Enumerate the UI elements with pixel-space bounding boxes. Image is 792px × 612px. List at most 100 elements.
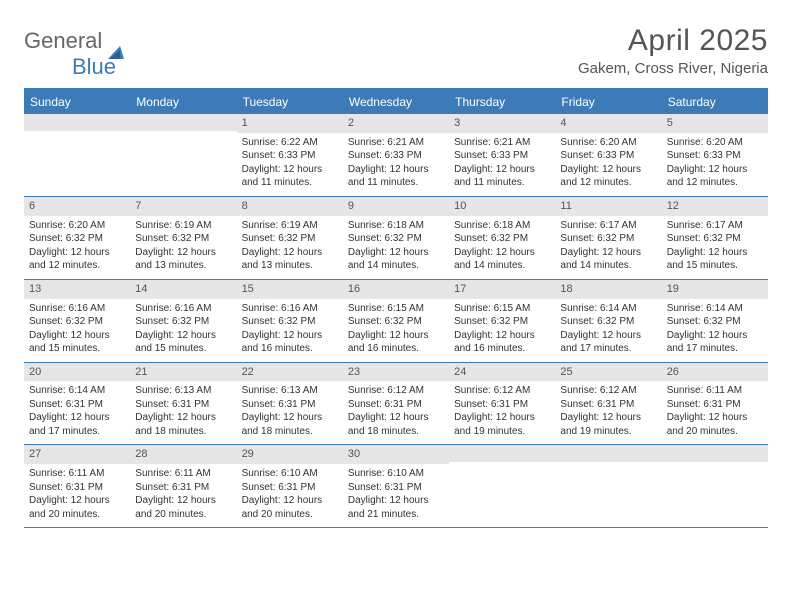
sunset-text: Sunset: 6:32 PM xyxy=(135,232,231,246)
sunset-text: Sunset: 6:32 PM xyxy=(242,232,338,246)
day-number: 3 xyxy=(449,114,555,133)
day-number: 14 xyxy=(130,280,236,299)
day-cell: 28Sunrise: 6:11 AMSunset: 6:31 PMDayligh… xyxy=(130,445,236,527)
day-details: Sunrise: 6:15 AMSunset: 6:32 PMDaylight:… xyxy=(449,299,555,362)
sunset-text: Sunset: 6:32 PM xyxy=(348,315,444,329)
sunrise-text: Sunrise: 6:12 AM xyxy=(454,384,550,398)
daylight-text: Daylight: 12 hours and 12 minutes. xyxy=(560,163,656,190)
day-number: 13 xyxy=(24,280,130,299)
weekday-header: Sunday xyxy=(24,90,130,114)
daylight-text: Daylight: 12 hours and 12 minutes. xyxy=(29,246,125,273)
day-number: 10 xyxy=(449,197,555,216)
sunrise-text: Sunrise: 6:16 AM xyxy=(135,302,231,316)
day-number: 22 xyxy=(237,363,343,382)
sunrise-text: Sunrise: 6:17 AM xyxy=(560,219,656,233)
daylight-text: Daylight: 12 hours and 19 minutes. xyxy=(560,411,656,438)
daylight-text: Daylight: 12 hours and 13 minutes. xyxy=(135,246,231,273)
day-number: 21 xyxy=(130,363,236,382)
day-number: 7 xyxy=(130,197,236,216)
sunset-text: Sunset: 6:33 PM xyxy=(348,149,444,163)
day-details: Sunrise: 6:16 AMSunset: 6:32 PMDaylight:… xyxy=(237,299,343,362)
calendar-week: 27Sunrise: 6:11 AMSunset: 6:31 PMDayligh… xyxy=(24,445,768,528)
day-number: 19 xyxy=(662,280,768,299)
daylight-text: Daylight: 12 hours and 11 minutes. xyxy=(242,163,338,190)
day-number xyxy=(662,445,768,462)
day-cell: 2Sunrise: 6:21 AMSunset: 6:33 PMDaylight… xyxy=(343,114,449,196)
day-cell: 5Sunrise: 6:20 AMSunset: 6:33 PMDaylight… xyxy=(662,114,768,196)
calendar-grid: SundayMondayTuesdayWednesdayThursdayFrid… xyxy=(24,88,768,528)
day-number: 23 xyxy=(343,363,449,382)
sunset-text: Sunset: 6:31 PM xyxy=(454,398,550,412)
day-details: Sunrise: 6:16 AMSunset: 6:32 PMDaylight:… xyxy=(130,299,236,362)
daylight-text: Daylight: 12 hours and 20 minutes. xyxy=(29,494,125,521)
daylight-text: Daylight: 12 hours and 17 minutes. xyxy=(29,411,125,438)
daylight-text: Daylight: 12 hours and 11 minutes. xyxy=(348,163,444,190)
day-cell: 19Sunrise: 6:14 AMSunset: 6:32 PMDayligh… xyxy=(662,280,768,362)
day-cell: 10Sunrise: 6:18 AMSunset: 6:32 PMDayligh… xyxy=(449,197,555,279)
day-details: Sunrise: 6:11 AMSunset: 6:31 PMDaylight:… xyxy=(130,464,236,527)
sunrise-text: Sunrise: 6:15 AM xyxy=(454,302,550,316)
day-details: Sunrise: 6:14 AMSunset: 6:32 PMDaylight:… xyxy=(555,299,661,362)
day-number xyxy=(555,445,661,462)
day-cell: 1Sunrise: 6:22 AMSunset: 6:33 PMDaylight… xyxy=(237,114,343,196)
sunset-text: Sunset: 6:31 PM xyxy=(29,481,125,495)
day-details: Sunrise: 6:17 AMSunset: 6:32 PMDaylight:… xyxy=(662,216,768,279)
day-details: Sunrise: 6:20 AMSunset: 6:32 PMDaylight:… xyxy=(24,216,130,279)
day-details: Sunrise: 6:18 AMSunset: 6:32 PMDaylight:… xyxy=(449,216,555,279)
sunrise-text: Sunrise: 6:15 AM xyxy=(348,302,444,316)
daylight-text: Daylight: 12 hours and 17 minutes. xyxy=(560,329,656,356)
day-number: 15 xyxy=(237,280,343,299)
sunset-text: Sunset: 6:33 PM xyxy=(454,149,550,163)
daylight-text: Daylight: 12 hours and 19 minutes. xyxy=(454,411,550,438)
day-details: Sunrise: 6:16 AMSunset: 6:32 PMDaylight:… xyxy=(24,299,130,362)
day-cell: 21Sunrise: 6:13 AMSunset: 6:31 PMDayligh… xyxy=(130,363,236,445)
sunrise-text: Sunrise: 6:14 AM xyxy=(29,384,125,398)
calendar-week: 6Sunrise: 6:20 AMSunset: 6:32 PMDaylight… xyxy=(24,197,768,280)
sunset-text: Sunset: 6:31 PM xyxy=(135,481,231,495)
day-cell: 6Sunrise: 6:20 AMSunset: 6:32 PMDaylight… xyxy=(24,197,130,279)
day-cell: 20Sunrise: 6:14 AMSunset: 6:31 PMDayligh… xyxy=(24,363,130,445)
daylight-text: Daylight: 12 hours and 15 minutes. xyxy=(135,329,231,356)
day-details: Sunrise: 6:12 AMSunset: 6:31 PMDaylight:… xyxy=(449,381,555,444)
day-cell: 18Sunrise: 6:14 AMSunset: 6:32 PMDayligh… xyxy=(555,280,661,362)
sunset-text: Sunset: 6:32 PM xyxy=(348,232,444,246)
day-number: 27 xyxy=(24,445,130,464)
day-cell-empty xyxy=(555,445,661,527)
calendar-week: 1Sunrise: 6:22 AMSunset: 6:33 PMDaylight… xyxy=(24,114,768,197)
sunset-text: Sunset: 6:32 PM xyxy=(667,315,763,329)
sunrise-text: Sunrise: 6:20 AM xyxy=(29,219,125,233)
day-cell-empty xyxy=(130,114,236,196)
day-details: Sunrise: 6:20 AMSunset: 6:33 PMDaylight:… xyxy=(662,133,768,196)
sunrise-text: Sunrise: 6:13 AM xyxy=(135,384,231,398)
calendar-week: 20Sunrise: 6:14 AMSunset: 6:31 PMDayligh… xyxy=(24,363,768,446)
day-cell: 11Sunrise: 6:17 AMSunset: 6:32 PMDayligh… xyxy=(555,197,661,279)
daylight-text: Daylight: 12 hours and 21 minutes. xyxy=(348,494,444,521)
day-cell-empty xyxy=(24,114,130,196)
sunrise-text: Sunrise: 6:13 AM xyxy=(242,384,338,398)
day-number: 1 xyxy=(237,114,343,133)
day-cell: 8Sunrise: 6:19 AMSunset: 6:32 PMDaylight… xyxy=(237,197,343,279)
daylight-text: Daylight: 12 hours and 18 minutes. xyxy=(135,411,231,438)
day-cell: 17Sunrise: 6:15 AMSunset: 6:32 PMDayligh… xyxy=(449,280,555,362)
day-number: 30 xyxy=(343,445,449,464)
day-details: Sunrise: 6:13 AMSunset: 6:31 PMDaylight:… xyxy=(130,381,236,444)
calendar-week: 13Sunrise: 6:16 AMSunset: 6:32 PMDayligh… xyxy=(24,280,768,363)
day-details: Sunrise: 6:14 AMSunset: 6:31 PMDaylight:… xyxy=(24,381,130,444)
day-details: Sunrise: 6:10 AMSunset: 6:31 PMDaylight:… xyxy=(343,464,449,527)
sunrise-text: Sunrise: 6:21 AM xyxy=(348,136,444,150)
daylight-text: Daylight: 12 hours and 15 minutes. xyxy=(29,329,125,356)
sunrise-text: Sunrise: 6:11 AM xyxy=(135,467,231,481)
day-details: Sunrise: 6:10 AMSunset: 6:31 PMDaylight:… xyxy=(237,464,343,527)
daylight-text: Daylight: 12 hours and 18 minutes. xyxy=(242,411,338,438)
day-number: 11 xyxy=(555,197,661,216)
weekday-header: Thursday xyxy=(449,90,555,114)
sunset-text: Sunset: 6:32 PM xyxy=(135,315,231,329)
daylight-text: Daylight: 12 hours and 18 minutes. xyxy=(348,411,444,438)
weekday-header: Saturday xyxy=(662,90,768,114)
daylight-text: Daylight: 12 hours and 12 minutes. xyxy=(667,163,763,190)
weekday-header: Friday xyxy=(555,90,661,114)
sunset-text: Sunset: 6:31 PM xyxy=(348,398,444,412)
day-number: 18 xyxy=(555,280,661,299)
day-number: 26 xyxy=(662,363,768,382)
day-details: Sunrise: 6:17 AMSunset: 6:32 PMDaylight:… xyxy=(555,216,661,279)
